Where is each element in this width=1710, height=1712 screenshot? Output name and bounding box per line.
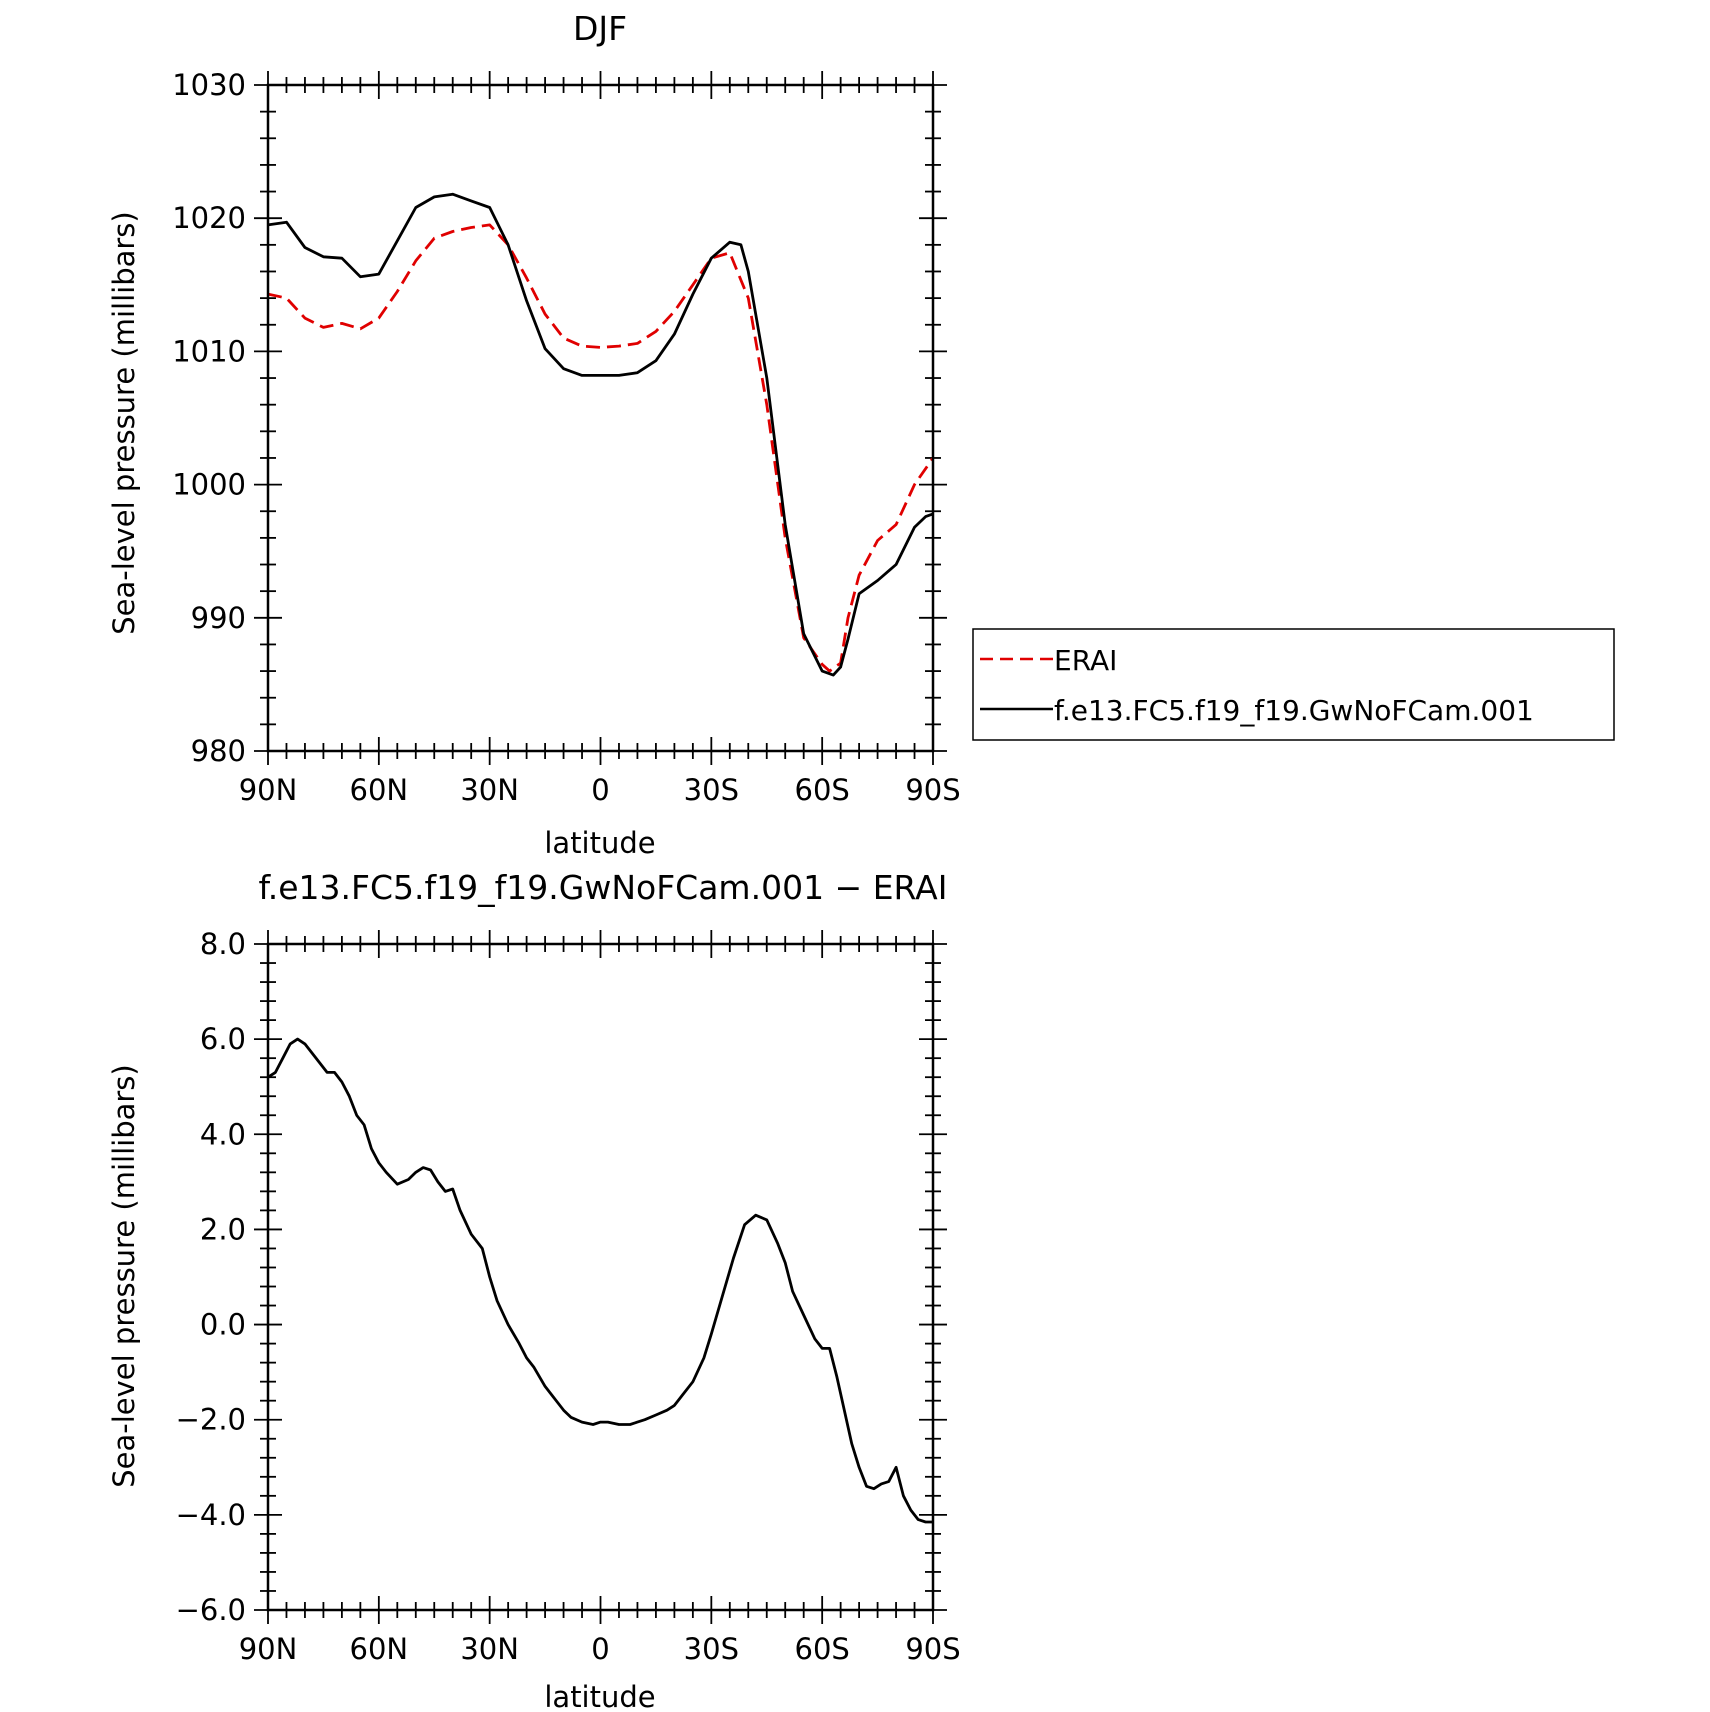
x-tick-label: 60N xyxy=(350,1632,409,1666)
y-tick-label: −4.0 xyxy=(176,1498,246,1532)
y-tick-label: 6.0 xyxy=(200,1022,246,1056)
x-tick-label: 0 xyxy=(591,773,609,807)
y-tick-label: −6.0 xyxy=(176,1593,246,1627)
y-tick-label: 0.0 xyxy=(200,1308,246,1342)
series-layer xyxy=(267,192,935,677)
chart-title: DJF xyxy=(573,9,627,48)
y-axis: −6.0 −4.0 −2.0 0.0 2.0 4.0 6.0 8.0 xyxy=(176,927,947,1627)
y-tick-label: 1020 xyxy=(172,201,246,235)
y-tick-label: 980 xyxy=(191,734,246,768)
y-tick-label: 2.0 xyxy=(200,1212,246,1246)
x-tick-label: 60S xyxy=(795,773,850,807)
x-tick-label: 90N xyxy=(239,773,298,807)
y-tick-label: 1030 xyxy=(172,68,246,102)
x-tick-label: 30S xyxy=(684,773,739,807)
x-tick-label: 30S xyxy=(684,1632,739,1666)
y-tick-label: 4.0 xyxy=(200,1117,246,1151)
series-line-difference xyxy=(267,1037,933,1524)
x-tick-label: 30N xyxy=(460,1632,519,1666)
series-line-model xyxy=(267,192,934,677)
y-axis: 980 990 1000 1010 1020 1030 xyxy=(172,68,947,768)
x-axis-label: latitude xyxy=(544,826,655,860)
x-tick-label: 30N xyxy=(460,773,519,807)
chart-title: f.e13.FC5.f19_f19.GwNoFCam.001 − ERAI xyxy=(259,868,948,907)
y-tick-label: 1010 xyxy=(172,334,246,368)
legend: ERAI f.e13.FC5.f19_f19.GwNoFCam.001 xyxy=(972,628,1615,741)
x-axis: 90N 60N 30N 0 30S 60S 90S xyxy=(239,930,961,1666)
plot-frame xyxy=(266,942,935,1612)
x-tick-label: 90S xyxy=(905,1632,960,1666)
legend-box xyxy=(972,628,1615,741)
legend-label-erai: ERAI xyxy=(1054,644,1117,677)
x-tick-label: 90S xyxy=(905,773,960,807)
y-axis-label: Sea-level pressure (millibars) xyxy=(107,211,141,634)
y-tick-label: −2.0 xyxy=(176,1403,246,1437)
x-axis-label: latitude xyxy=(544,1680,655,1712)
y-tick-label: 1000 xyxy=(172,468,246,502)
x-tick-label: 60S xyxy=(795,1632,850,1666)
plot-frame xyxy=(266,83,935,753)
x-tick-label: 60N xyxy=(350,773,409,807)
pressure-panel: DJF 980 990 1000 1010 1020 1030 90N 60N 30N 0 30S… xyxy=(107,9,961,860)
legend-label-model: f.e13.FC5.f19_f19.GwNoFCam.001 xyxy=(1054,694,1534,727)
y-tick-label: 990 xyxy=(191,601,246,635)
x-tick-label: 90N xyxy=(239,1632,298,1666)
x-axis: 90N 60N 30N 0 30S 60S 90S xyxy=(239,71,961,807)
y-axis-label: Sea-level pressure (millibars) xyxy=(107,1064,141,1487)
difference-panel: f.e13.FC5.f19_f19.GwNoFCam.001 − ERAI −6… xyxy=(107,868,961,1712)
series-line-erai xyxy=(267,223,935,673)
x-tick-label: 0 xyxy=(591,1632,609,1666)
series-layer xyxy=(267,1037,933,1524)
y-tick-label: 8.0 xyxy=(200,927,246,961)
